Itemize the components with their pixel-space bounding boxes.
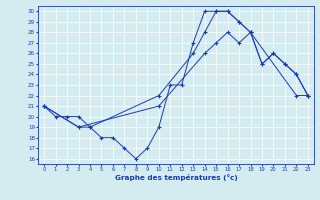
- X-axis label: Graphe des températures (°c): Graphe des températures (°c): [115, 174, 237, 181]
